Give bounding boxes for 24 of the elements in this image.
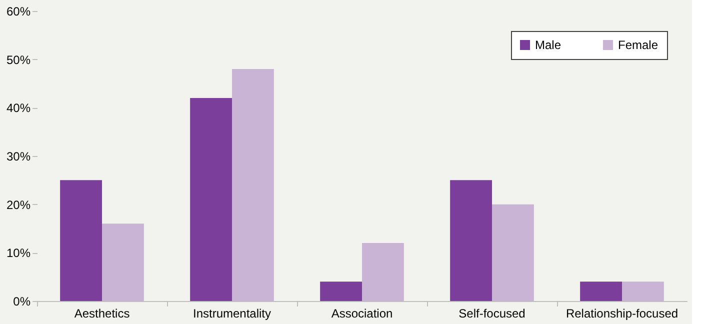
bar — [492, 204, 534, 301]
bar — [362, 243, 404, 301]
bar — [102, 224, 144, 301]
y-tick-label: 20% — [6, 198, 31, 212]
y-tick-label: 40% — [6, 101, 31, 116]
x-tick-label: Relationship-focused — [566, 306, 678, 320]
bar — [622, 282, 664, 301]
x-tick-label: Association — [331, 306, 393, 320]
y-tick-label: 30% — [6, 150, 31, 164]
x-tick-label: Aesthetics — [74, 306, 130, 320]
y-tick-label: 60% — [6, 4, 31, 18]
legend-label: Male — [535, 38, 562, 52]
bar — [450, 180, 492, 301]
x-tick-label: Instrumentality — [192, 306, 272, 320]
bar — [60, 180, 102, 301]
x-tick-label: Self-focused — [458, 306, 526, 320]
y-tick-label: 50% — [6, 52, 31, 67]
bar — [320, 282, 362, 301]
bar — [580, 282, 622, 301]
bar — [190, 98, 232, 301]
bar — [232, 69, 274, 301]
y-tick-label: 10% — [6, 246, 31, 260]
y-tick-label: 0% — [13, 294, 31, 308]
legend-label: Female — [618, 38, 658, 52]
